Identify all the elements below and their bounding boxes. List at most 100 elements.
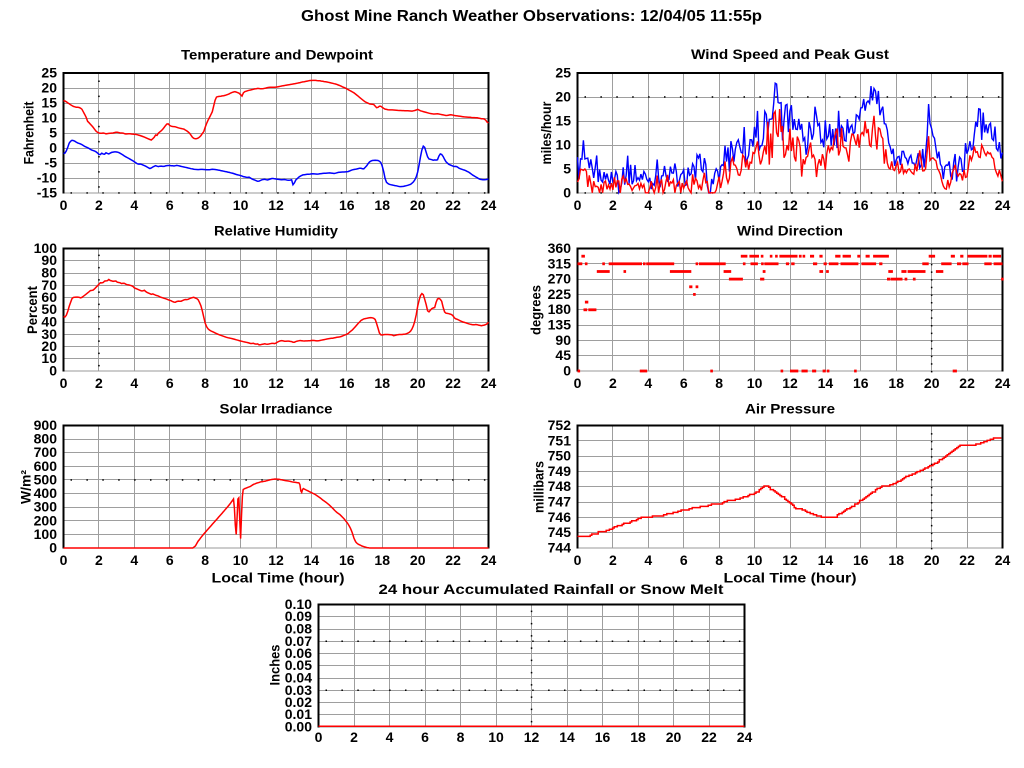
svg-text:751: 751 [548, 432, 572, 448]
svg-text:60: 60 [41, 289, 57, 305]
svg-text:14: 14 [304, 375, 320, 391]
svg-text:0: 0 [574, 197, 582, 213]
svg-text:40: 40 [41, 314, 57, 330]
svg-text:miles/hour: miles/hour [538, 101, 554, 164]
svg-text:millibars: millibars [531, 461, 547, 513]
svg-text:Wind Speed and Peak Gust: Wind Speed and Peak Gust [691, 46, 889, 62]
svg-text:747: 747 [548, 494, 572, 510]
svg-text:900: 900 [34, 417, 58, 433]
svg-text:16: 16 [339, 552, 355, 568]
svg-text:315: 315 [548, 255, 572, 271]
svg-text:16: 16 [853, 552, 869, 568]
svg-text:0: 0 [563, 185, 571, 201]
svg-text:4: 4 [644, 197, 652, 213]
svg-text:100: 100 [34, 240, 58, 256]
svg-text:18: 18 [888, 375, 904, 391]
svg-text:20: 20 [924, 375, 940, 391]
svg-text:20: 20 [666, 729, 682, 745]
svg-text:6: 6 [680, 197, 688, 213]
svg-text:0.07: 0.07 [285, 633, 312, 649]
svg-text:50: 50 [41, 301, 57, 317]
svg-text:10: 10 [747, 197, 763, 213]
svg-text:4: 4 [644, 375, 652, 391]
svg-text:0: 0 [49, 540, 57, 556]
svg-text:2: 2 [609, 197, 617, 213]
svg-text:12: 12 [268, 375, 284, 391]
svg-text:20: 20 [924, 197, 940, 213]
svg-text:8: 8 [201, 197, 209, 213]
svg-text:18: 18 [888, 197, 904, 213]
svg-text:24: 24 [995, 552, 1011, 568]
svg-text:8: 8 [715, 197, 723, 213]
svg-text:25: 25 [555, 65, 571, 81]
svg-text:Ghost Mine Ranch Weather Obser: Ghost Mine Ranch Weather Observations: 1… [301, 8, 762, 25]
svg-text:20: 20 [41, 80, 57, 96]
svg-text:18: 18 [374, 552, 390, 568]
svg-text:700: 700 [34, 444, 58, 460]
svg-text:24: 24 [481, 197, 497, 213]
svg-text:80: 80 [41, 265, 57, 281]
svg-text:2: 2 [609, 375, 617, 391]
svg-text:749: 749 [548, 463, 572, 479]
svg-text:Wind Direction: Wind Direction [737, 223, 843, 239]
svg-text:10: 10 [747, 552, 763, 568]
svg-text:22: 22 [445, 197, 461, 213]
svg-text:10: 10 [233, 375, 249, 391]
svg-text:10: 10 [747, 375, 763, 391]
svg-text:8: 8 [201, 552, 209, 568]
svg-text:748: 748 [548, 478, 572, 494]
svg-text:0.06: 0.06 [285, 645, 312, 661]
svg-text:Temperature and Dewpoint: Temperature and Dewpoint [181, 47, 373, 63]
svg-text:5: 5 [49, 125, 57, 141]
svg-text:24: 24 [995, 375, 1011, 391]
svg-text:20: 20 [555, 89, 571, 105]
svg-text:10: 10 [41, 110, 57, 126]
svg-text:14: 14 [818, 375, 834, 391]
svg-text:30: 30 [41, 326, 57, 342]
svg-text:10: 10 [555, 137, 571, 153]
svg-text:0: 0 [60, 375, 68, 391]
svg-text:0: 0 [60, 552, 68, 568]
svg-text:16: 16 [339, 375, 355, 391]
svg-text:6: 6 [166, 375, 174, 391]
svg-text:360: 360 [548, 240, 572, 256]
svg-text:8: 8 [715, 552, 723, 568]
svg-text:22: 22 [959, 375, 975, 391]
svg-text:0.04: 0.04 [285, 670, 312, 686]
svg-text:744: 744 [548, 540, 572, 556]
svg-text:2: 2 [95, 197, 103, 213]
svg-text:0: 0 [574, 552, 582, 568]
svg-text:16: 16 [595, 729, 611, 745]
svg-text:6: 6 [421, 729, 429, 745]
svg-text:20: 20 [41, 338, 57, 354]
svg-text:12: 12 [268, 197, 284, 213]
svg-text:0.03: 0.03 [285, 682, 312, 698]
svg-text:300: 300 [34, 499, 58, 515]
svg-text:752: 752 [548, 417, 572, 433]
svg-text:400: 400 [34, 485, 58, 501]
svg-text:18: 18 [888, 552, 904, 568]
svg-text:70: 70 [41, 277, 57, 293]
svg-text:800: 800 [34, 431, 58, 447]
svg-text:Relative Humidity: Relative Humidity [214, 223, 338, 239]
svg-text:16: 16 [339, 197, 355, 213]
svg-text:20: 20 [410, 197, 426, 213]
svg-text:100: 100 [34, 526, 58, 542]
svg-text:2: 2 [350, 729, 358, 745]
svg-text:6: 6 [680, 552, 688, 568]
svg-text:Percent: Percent [24, 286, 40, 334]
svg-text:8: 8 [715, 375, 723, 391]
svg-text:5: 5 [563, 161, 571, 177]
svg-text:14: 14 [818, 552, 834, 568]
svg-text:0: 0 [49, 140, 57, 156]
svg-text:0.01: 0.01 [285, 706, 312, 722]
svg-text:10: 10 [233, 552, 249, 568]
svg-text:16: 16 [853, 197, 869, 213]
svg-text:90: 90 [555, 332, 571, 348]
svg-text:8: 8 [201, 375, 209, 391]
svg-text:4: 4 [130, 375, 138, 391]
svg-text:0.02: 0.02 [285, 694, 312, 710]
svg-text:10: 10 [233, 197, 249, 213]
svg-text:0: 0 [315, 729, 323, 745]
svg-text:45: 45 [555, 347, 571, 363]
